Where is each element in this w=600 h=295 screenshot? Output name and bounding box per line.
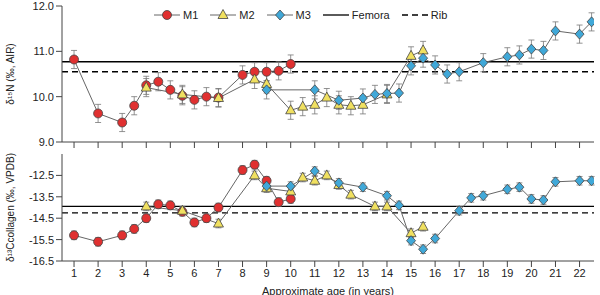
svg-text:18: 18 [477,267,489,279]
svg-text:1: 1 [71,267,77,279]
svg-text:7: 7 [215,267,221,279]
svg-text:9.0: 9.0 [39,136,54,148]
svg-text:12.0: 12.0 [33,0,54,12]
svg-text:δ¹³Ccollagen (‰, VPDB): δ¹³Ccollagen (‰, VPDB) [8,153,16,262]
svg-text:4: 4 [143,267,149,279]
svg-text:-13.5: -13.5 [29,191,54,203]
svg-text:11.0: 11.0 [33,45,54,57]
html-text:M1: M1 [183,9,199,21]
svg-text:21: 21 [549,267,561,279]
svg-text:-12.5: -12.5 [29,169,54,181]
svg-text:8: 8 [239,267,245,279]
svg-text:10: 10 [285,267,297,279]
svg-text:-16.5: -16.5 [29,255,54,267]
svg-text:10.0: 10.0 [33,91,54,103]
svg-text:-14.5: -14.5 [29,212,54,224]
svg-text:5: 5 [167,267,173,279]
svg-text:9: 9 [264,267,270,279]
svg-text:11: 11 [309,267,320,279]
svg-text:2: 2 [95,267,101,279]
html-text:Femora: Femora [351,9,390,21]
svg-text:Approximate age (in years): Approximate age (in years) [262,285,394,295]
html-text:Rib: Rib [430,9,448,21]
html-text:M2: M2 [239,9,255,21]
svg-text:17: 17 [453,267,465,279]
svg-text:22: 22 [573,267,585,279]
svg-text:12: 12 [333,267,345,279]
svg-text:15: 15 [405,267,417,279]
svg-text:20: 20 [525,267,537,279]
svg-text:16: 16 [429,267,441,279]
svg-text:-15.5: -15.5 [29,234,54,246]
html-text:M3: M3 [295,9,311,21]
svg-text:13: 13 [357,267,369,279]
svg-text:6: 6 [191,267,197,279]
svg-text:3: 3 [119,267,125,279]
svg-text:19: 19 [501,267,513,279]
svg-text:14: 14 [381,267,393,279]
svg-text:δ¹⁵N (‰, AIR): δ¹⁵N (‰, AIR) [8,43,16,104]
